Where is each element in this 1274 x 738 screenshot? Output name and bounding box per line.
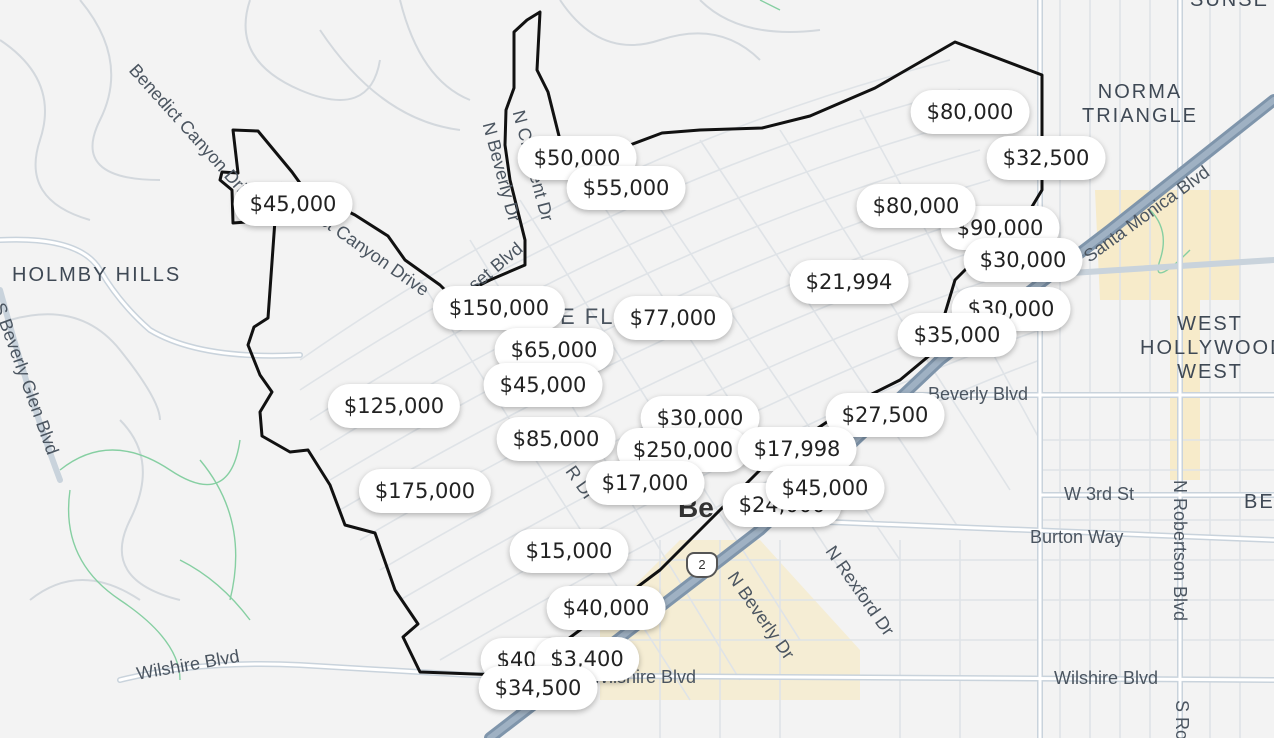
price-pin[interactable]: $45,000 [483,363,603,407]
price-pin[interactable]: $65,000 [494,328,614,372]
street-label-beverly-blvd: Beverly Blvd [928,384,1029,404]
area-label-norma-triangle: NORMA TRIANGLE [1081,81,1199,127]
area-label-west-hollywood-west: WEST HOLLYWOOD WEST [1140,313,1274,383]
price-pin[interactable]: $45,000 [765,466,885,510]
area-label-holmby-hills: HOLMBY HILLS [12,264,182,286]
price-pin[interactable]: $17,000 [585,461,705,505]
price-pin[interactable]: $32,500 [986,136,1106,180]
price-pin[interactable]: $80,000 [856,184,976,228]
price-pin[interactable]: $35,000 [897,313,1017,357]
price-pin[interactable]: $30,000 [963,238,1083,282]
price-pin[interactable]: $175,000 [358,469,492,513]
street-label-w-3rd-st: W 3rd St [1064,484,1135,504]
price-pin[interactable]: $77,000 [613,296,733,340]
price-pin[interactable]: $55,000 [566,166,686,210]
price-pin[interactable]: $85,000 [496,417,616,461]
price-pin[interactable]: $80,000 [910,90,1030,134]
street-label-plaza-fl: E FL [560,304,615,329]
street-label-n-robertson-blvd: N Robertson Blvd [1170,480,1190,622]
price-pin[interactable]: $45,000 [233,182,353,226]
price-pin[interactable]: $150,000 [432,286,566,330]
price-pin[interactable]: $125,000 [327,384,461,428]
price-pin[interactable]: $21,994 [789,260,909,304]
street-label-burton-way: Burton Way [1030,527,1124,547]
price-pin[interactable]: $15,000 [509,529,629,573]
price-pin[interactable]: $40,000 [546,586,666,630]
area-label-be-partial: BE [1244,491,1274,513]
route-2-shield-icon: 2 [686,552,718,578]
street-label-s-robertson-blvd: S Ro [1172,700,1192,738]
price-pin[interactable]: $17,998 [737,427,857,471]
price-pin[interactable]: $34,500 [478,666,598,710]
street-label-wilshire-east: Wilshire Blvd [1054,668,1159,688]
area-label-sunset-partial: SUNSE [1190,0,1269,11]
